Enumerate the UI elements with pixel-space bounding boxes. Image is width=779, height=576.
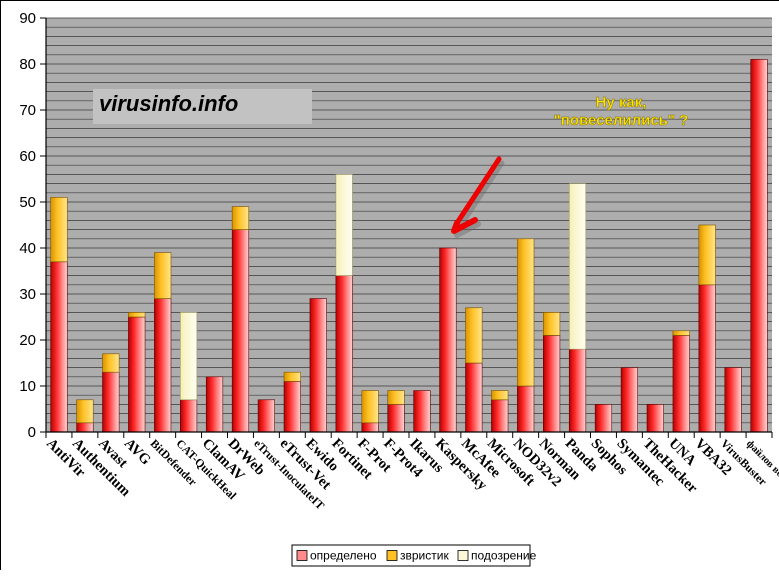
svg-text:Ну как,: Ну как, xyxy=(596,94,647,111)
svg-text:50: 50 xyxy=(19,194,36,211)
svg-text:0: 0 xyxy=(28,424,36,441)
svg-text:подозрение: подозрение xyxy=(471,549,537,563)
svg-text:определено: определено xyxy=(310,549,377,563)
svg-text:звристик: звристик xyxy=(400,549,449,563)
svg-text:80: 80 xyxy=(19,56,36,73)
svg-text:60: 60 xyxy=(19,148,36,165)
svg-text:30: 30 xyxy=(19,286,36,303)
svg-text:"повеселились" ?: "повеселились" ? xyxy=(554,112,689,129)
svg-text:90: 90 xyxy=(19,10,36,27)
svg-text:40: 40 xyxy=(19,240,36,257)
svg-text:virusinfo.info: virusinfo.info xyxy=(99,91,238,116)
svg-text:70: 70 xyxy=(19,102,36,119)
svg-text:20: 20 xyxy=(19,332,36,349)
svg-text:10: 10 xyxy=(19,378,36,395)
